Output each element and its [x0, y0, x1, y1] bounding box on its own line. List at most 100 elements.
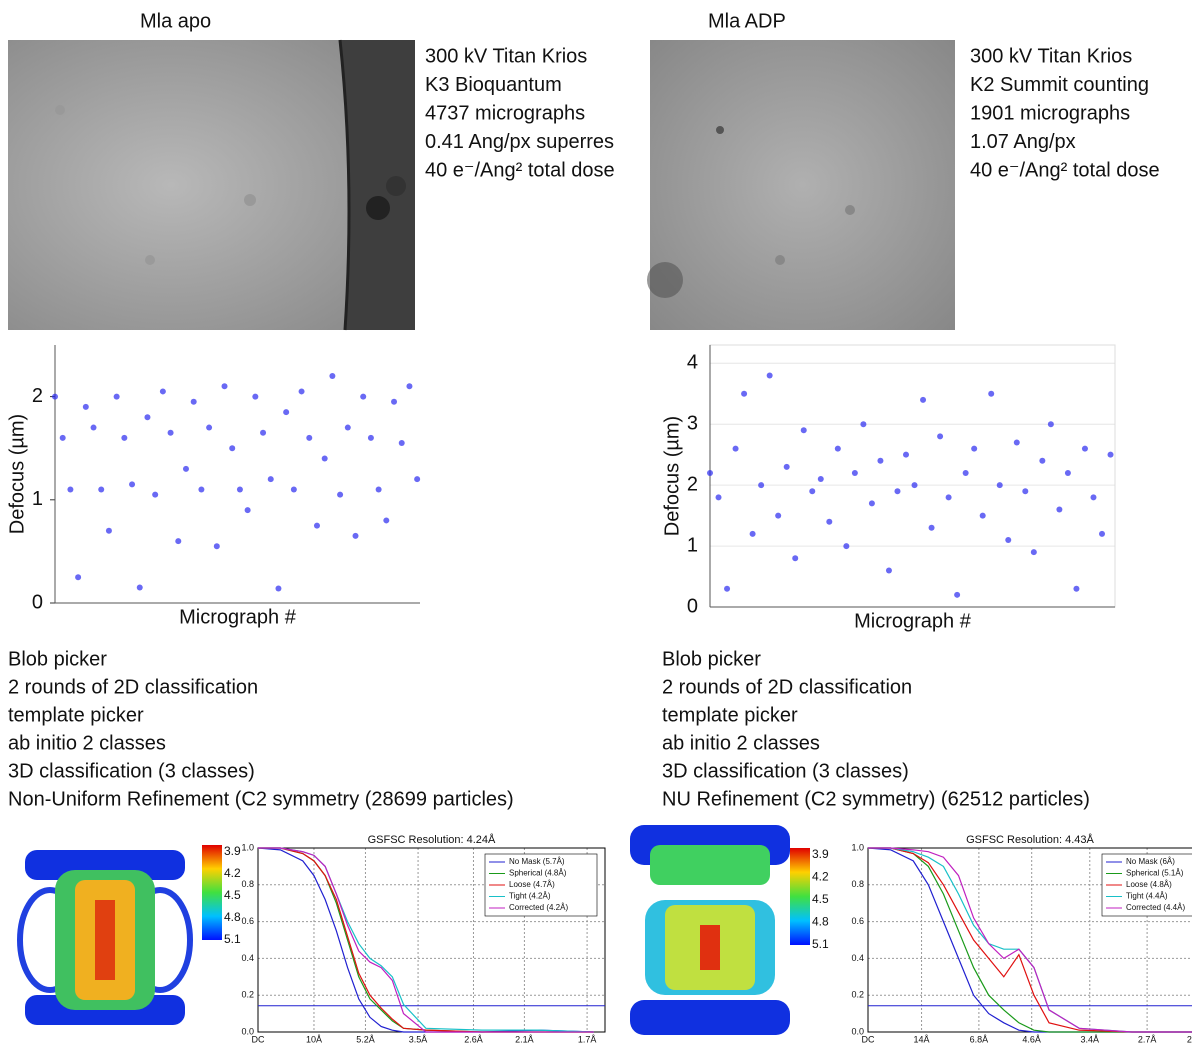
y-tick-label: 1.0: [241, 842, 254, 852]
point: [826, 518, 833, 525]
legend-label: No Mask (5.7Å): [509, 857, 565, 866]
legend-label: Spherical (5.1Å): [1126, 869, 1184, 878]
point: [260, 429, 267, 436]
point: [724, 585, 731, 592]
chart-title: GSFSC Resolution: 4.24Å: [368, 833, 496, 846]
pipeline-step: Non-Uniform Refinement (C2 symmetry (286…: [8, 788, 514, 810]
point: [877, 457, 884, 464]
y-tick-label: 0.0: [851, 1026, 864, 1036]
colorbar-label: 4.5: [224, 888, 241, 902]
spec-line: 0.41 Ang/px superres: [425, 131, 614, 153]
point: [144, 414, 151, 421]
point: [851, 469, 858, 476]
y-tick-label: 0.4: [241, 953, 254, 963]
point: [937, 433, 944, 440]
spec-line: 1901 micrographs: [970, 102, 1130, 124]
y-tick-label: 1: [32, 488, 43, 510]
point: [290, 486, 297, 493]
point: [159, 388, 166, 395]
point: [352, 532, 359, 539]
colorbar-label: 5.1: [812, 937, 829, 951]
point: [928, 524, 935, 531]
pipeline-step: 3D classification (3 classes): [662, 760, 909, 782]
point: [1099, 530, 1106, 537]
fsc-curve: [868, 847, 1192, 1033]
y-tick-label: 0.8: [241, 879, 254, 889]
x-tick-label: 2.1Å: [515, 1034, 534, 1044]
spec-line: 1.07 Ang/px: [970, 131, 1076, 153]
point: [298, 388, 305, 395]
x-tick-label: 3.5Å: [409, 1034, 428, 1044]
point: [244, 507, 251, 514]
x-tick-label: DC: [862, 1034, 875, 1044]
pipeline-step: Blob picker: [662, 648, 761, 670]
y-tick-label: 2: [32, 385, 43, 407]
point: [800, 427, 807, 434]
point: [367, 434, 374, 441]
pipeline-step: ab initio 2 classes: [8, 732, 166, 754]
point: [996, 482, 1003, 489]
x-tick-label: 3.4Å: [1081, 1034, 1100, 1044]
point: [252, 393, 259, 400]
point: [360, 393, 367, 400]
point: [903, 451, 910, 458]
pipeline-step: Blob picker: [8, 648, 107, 670]
x-tick-label: 14Å: [914, 1034, 930, 1044]
legend-label: Spherical (4.8Å): [509, 869, 567, 878]
point: [267, 476, 274, 483]
point: [809, 488, 816, 495]
point: [954, 591, 961, 598]
legend-label: Corrected (4.4Å): [1126, 903, 1185, 912]
point: [213, 543, 220, 550]
point: [105, 527, 112, 534]
point: [283, 409, 290, 416]
point: [868, 500, 875, 507]
point: [732, 445, 739, 452]
colorbar-label: 4.5: [812, 892, 829, 906]
point: [962, 469, 969, 476]
point: [988, 390, 995, 397]
y-tick-label: 0: [687, 595, 698, 617]
x-tick-label: 4.6Å: [1022, 1034, 1041, 1044]
legend-label: Loose (4.8Å): [1126, 880, 1172, 889]
x-tick-label: 1.7Å: [578, 1034, 597, 1044]
pipeline-step: template picker: [662, 704, 798, 726]
point: [313, 522, 320, 529]
point: [198, 486, 205, 493]
y-tick-label: 0.0: [241, 1026, 254, 1036]
point: [1081, 445, 1088, 452]
point: [329, 372, 336, 379]
fsc-curve: [258, 847, 594, 1033]
colorbar-label: 3.9: [812, 847, 829, 861]
colorbar-label: 4.2: [224, 866, 241, 880]
pipeline-step: NU Refinement (C2 symmetry) (62512 parti…: [662, 788, 1090, 810]
legend-label: Corrected (4.2Å): [509, 903, 568, 912]
point: [306, 434, 313, 441]
spec-line: 300 kV Titan Krios: [970, 45, 1132, 67]
point: [175, 538, 182, 545]
point: [182, 465, 189, 472]
point: [792, 555, 799, 562]
point: [1039, 457, 1046, 464]
point: [894, 488, 901, 495]
y-tick-label: 4: [687, 352, 698, 374]
point: [82, 403, 89, 410]
point: [920, 396, 927, 403]
point: [121, 434, 128, 441]
point: [344, 424, 351, 431]
y-tick-label: 0.6: [851, 916, 864, 926]
spec-line: 40 e⁻/Ang² total dose: [425, 159, 615, 181]
point: [383, 517, 390, 524]
colorbar-label: 4.8: [224, 910, 241, 924]
point: [391, 398, 398, 405]
point: [275, 585, 282, 592]
point: [75, 574, 82, 581]
point: [152, 491, 159, 498]
point: [1090, 494, 1097, 501]
x-tick-label: 10Å: [306, 1034, 322, 1044]
chart-title: GSFSC Resolution: 4.43Å: [966, 833, 1094, 846]
point: [206, 424, 213, 431]
spec-line: K2 Summit counting: [970, 74, 1149, 96]
legend-label: Loose (4.7Å): [509, 880, 555, 889]
point: [707, 469, 713, 476]
